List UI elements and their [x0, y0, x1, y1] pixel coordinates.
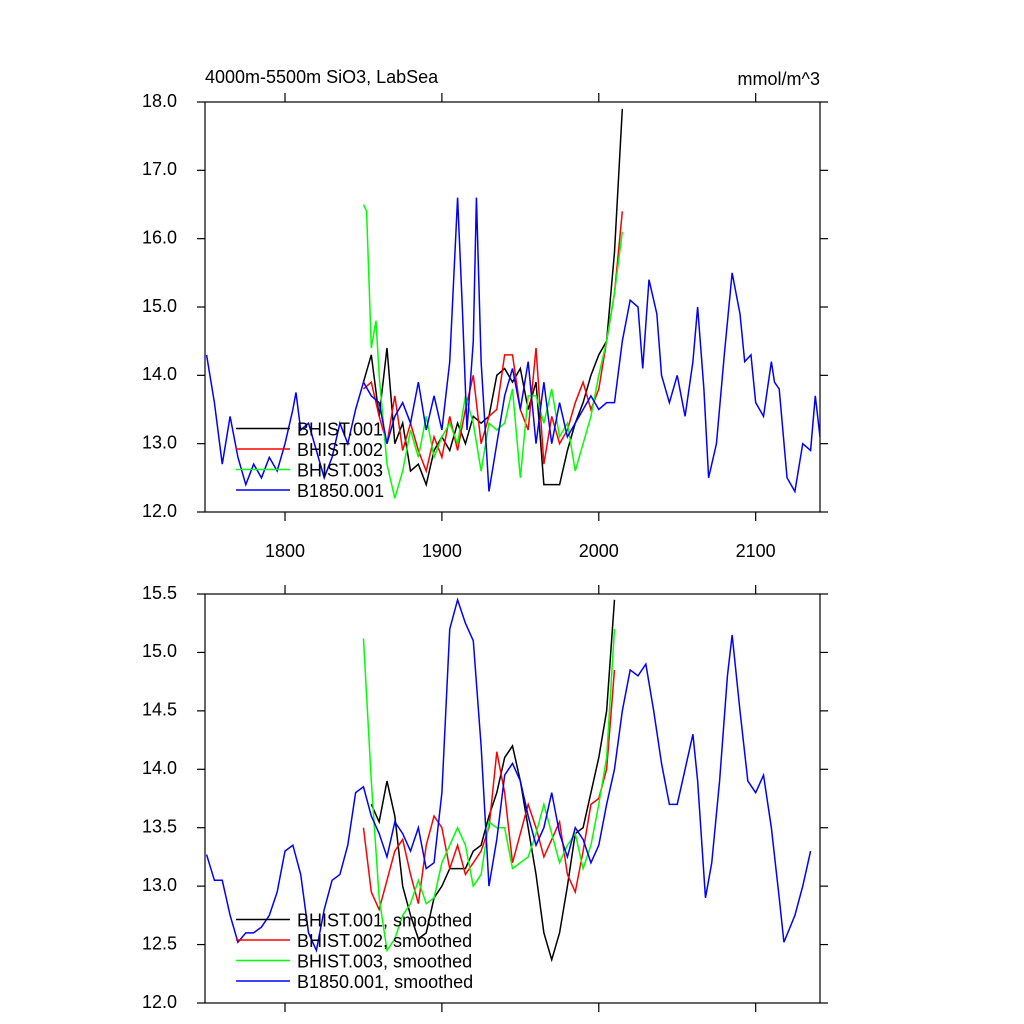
y-tick-label: 12.0 — [142, 501, 177, 521]
series-line — [370, 599, 616, 963]
x-tick-label: 1800 — [265, 541, 305, 561]
legend-label: BHIST.002, smoothed — [297, 931, 472, 951]
series-line — [362, 669, 616, 912]
series-line — [362, 204, 624, 499]
legend-label: BHIST.002 — [297, 440, 383, 460]
series-line — [362, 108, 624, 488]
x-tick-label: 1900 — [422, 541, 462, 561]
series-line — [205, 197, 821, 494]
y-tick-label: 14.0 — [142, 758, 177, 778]
legend-label: BHIST.001 — [297, 419, 383, 439]
y-tick-label: 15.5 — [142, 583, 177, 603]
series-line — [362, 629, 616, 953]
y-tick-label: 12.0 — [142, 992, 177, 1012]
x-tick-label: 2000 — [579, 541, 619, 561]
legend-label: B1850.001, smoothed — [297, 972, 473, 992]
legend-label: BHIST.003 — [297, 460, 383, 480]
y-tick-label: 14.0 — [142, 364, 177, 384]
units-label: mmol/m^3 — [738, 69, 820, 89]
x-tick-label: 2100 — [736, 541, 776, 561]
y-tick-label: 13.0 — [142, 875, 177, 895]
y-tick-label: 17.0 — [142, 159, 177, 179]
legend-label: B1850.001 — [297, 481, 384, 501]
chart-title: 4000m-5500m SiO3, LabSea — [205, 67, 439, 87]
y-tick-label: 13.5 — [142, 816, 177, 836]
y-tick-label: 13.0 — [142, 432, 177, 452]
y-tick-label: 16.0 — [142, 227, 177, 247]
y-tick-label: 15.0 — [142, 641, 177, 661]
y-tick-label: 12.5 — [142, 933, 177, 953]
series-line — [205, 597, 812, 953]
legend-label: BHIST.001, smoothed — [297, 910, 472, 930]
plot-frame — [204, 593, 821, 1004]
series-line — [362, 211, 624, 474]
legend-label: BHIST.003, smoothed — [297, 951, 472, 971]
y-tick-label: 14.5 — [142, 700, 177, 720]
y-tick-label: 18.0 — [142, 91, 177, 111]
y-tick-label: 15.0 — [142, 296, 177, 316]
